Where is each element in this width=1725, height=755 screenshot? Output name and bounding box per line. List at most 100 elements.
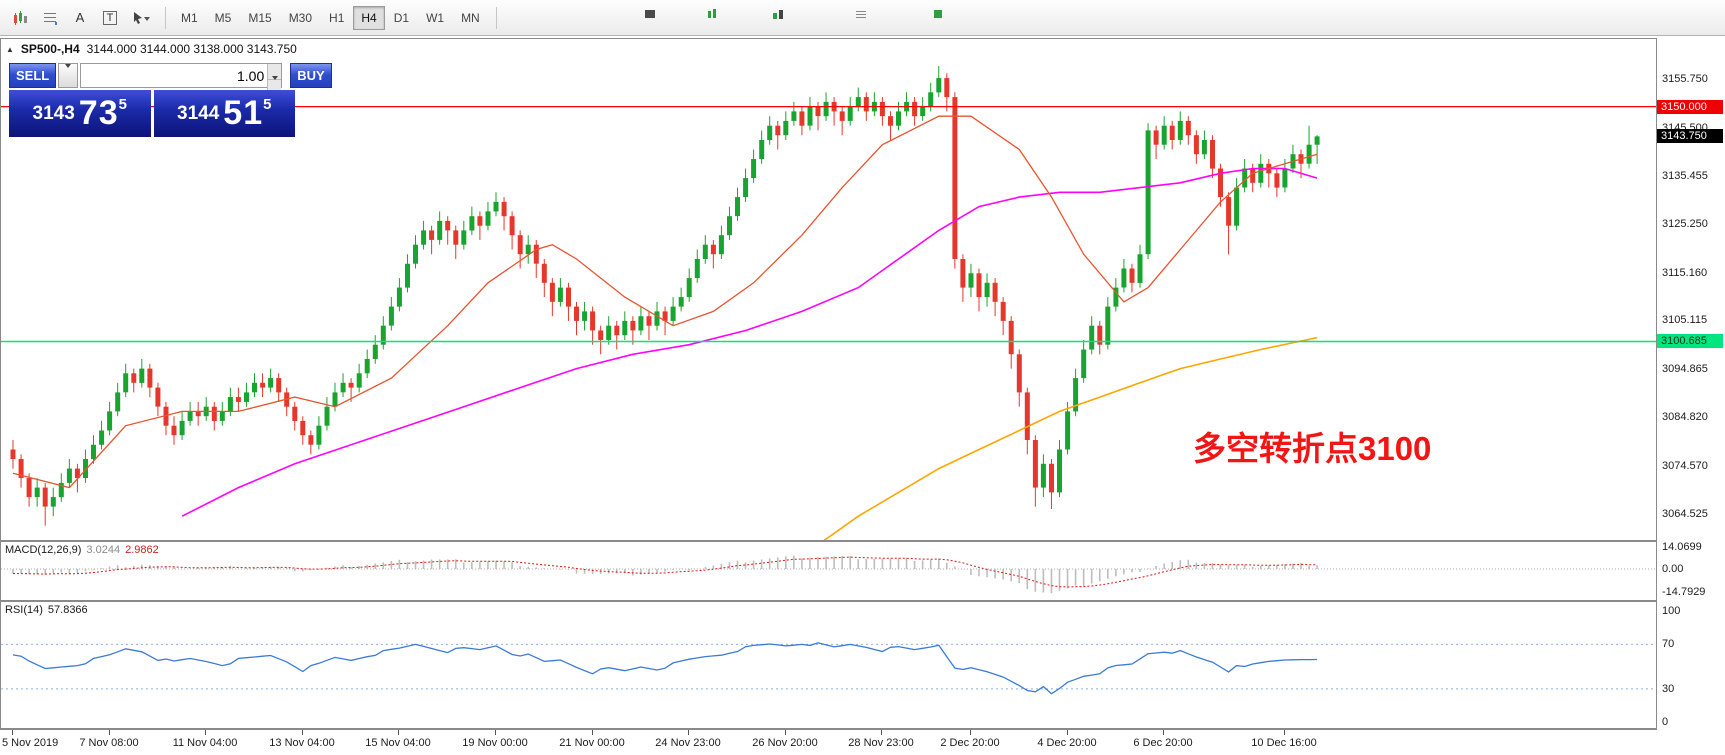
ask-pip-fraction: 5 [263,96,272,113]
time-axis[interactable]: 5 Nov 2019 7 Nov 08:00 11 Nov 04:00 13 Nov … [0,729,1657,755]
text-tool-icon[interactable]: T [96,5,124,31]
toolbar-separator [165,6,166,29]
candlestick-chart-canvas[interactable] [1,39,1656,540]
time-axis-label: 2 Dec 20:00 [940,737,1000,749]
extra-toolbar-icon-5[interactable] [928,5,948,23]
rsi-chart-canvas[interactable] [1,602,1656,728]
volume-input[interactable] [81,64,268,87]
time-axis-label: 6 Dec 20:00 [1133,737,1193,749]
macd-panel[interactable]: MACD(12,26,9) 3.0244 2.9862 [0,541,1657,601]
chart-header: ▲ SP500-,H4 3144.000 3144.000 3138.000 3… [6,42,297,56]
timeframe-group: M1 M5 M15 M30 H1 H4 D1 W1 MN [173,5,489,30]
timeframe-button-m30[interactable]: M30 [281,6,320,30]
grid-lines-icon[interactable] [36,5,64,31]
rsi-value: 57.8366 [47,604,88,616]
buy-button[interactable]: BUY [290,63,332,88]
timeframe-button-d1[interactable]: D1 [386,6,417,30]
time-axis-tick [109,730,110,735]
price-axis[interactable]: 3150.000 3143.750 3100.685 3155.750 3145.… [1657,39,1725,755]
extra-toolbar-icon-4[interactable] [851,5,871,23]
lines-glyph [44,12,57,25]
rsi-panel-resizer[interactable] [0,598,1657,602]
timeframe-button-w1[interactable]: W1 [418,6,452,30]
sell-button[interactable]: SELL [9,63,57,88]
time-axis-label: 15 Nov 04:00 [365,737,431,749]
time-axis-tick [205,730,206,735]
time-axis-tick [495,730,496,735]
chevron-down-icon [65,64,72,83]
price-axis-label: 3125.250 [1662,218,1708,230]
price-axis-label: 3105.115 [1662,314,1708,326]
macd-chart-canvas[interactable] [1,542,1656,600]
timeframe-button-m1[interactable]: M1 [173,6,206,30]
price-axis-label: 3074.570 [1662,460,1708,472]
time-axis-label: 7 Nov 08:00 [79,737,139,749]
toolbar: A T M1 M5 M15 M30 H1 H4 D1 W1 MN [0,0,1725,36]
rsi-axis-label: 70 [1662,638,1675,650]
macd-panel-resizer[interactable] [0,538,1657,542]
rsi-axis-label: 30 [1662,683,1675,695]
quote-display-row: 3143 73 5 3144 51 5 [9,90,295,137]
time-axis-tick [688,730,689,735]
macd-axis-label: -14.7929 [1662,586,1706,598]
macd-signal-value: 2.9862 [125,544,159,556]
ask-price-display[interactable]: 3144 51 5 [153,90,295,137]
price-axis-label: 3084.820 [1662,411,1708,423]
chart-workspace: ▲ SP500-,H4 3144.000 3144.000 3138.000 3… [0,36,1725,755]
extra-toolbar-icon-3[interactable] [768,5,788,23]
price-axis-label: 3064.525 [1662,508,1708,520]
toolbar-separator [495,6,497,29]
bid-price-display[interactable]: 3143 73 5 [9,90,151,137]
bid-points: 73 [78,94,119,132]
rsi-panel[interactable]: RSI(14) 57.8366 [0,601,1657,729]
main-chart-panel[interactable]: ▲ SP500-,H4 3144.000 3144.000 3138.000 3… [0,38,1657,541]
font-tool-label: A [75,10,85,25]
volume-field [80,63,283,95]
volume-stepper [267,64,282,95]
ask-big-figure: 3144 [177,102,220,124]
time-axis-tick [1067,730,1068,735]
macd-main-value: 3.0244 [86,544,121,556]
time-axis-tick [970,730,971,735]
price-axis-label: 3115.160 [1662,267,1708,279]
ask-points: 51 [223,94,264,132]
support-price-label: 3100.685 [1657,334,1723,348]
timeframe-button-mn[interactable]: MN [453,6,488,30]
time-axis-label: 10 Dec 16:00 [1251,737,1317,749]
volume-dropdown-button[interactable] [58,63,79,88]
chart-type-icon[interactable] [6,5,34,31]
time-axis-tick [1163,730,1164,735]
time-axis-label: 5 Nov 2019 [2,737,59,749]
time-axis-label: 26 Nov 20:00 [752,737,818,749]
time-axis-tick [785,730,786,735]
time-axis-tick [1284,730,1285,735]
macd-label: MACD(12,26,9) 3.0244 2.9862 [5,544,159,556]
time-axis-label: 28 Nov 23:00 [848,737,914,749]
rsi-label: RSI(14) 57.8366 [5,604,88,616]
resistance-price-label: 3150.000 [1657,100,1723,114]
price-axis-label: 3135.455 [1662,170,1708,182]
timeframe-button-m15[interactable]: M15 [240,6,279,30]
timeframe-button-h4[interactable]: H4 [353,5,385,30]
font-tool-icon[interactable]: A [66,5,94,31]
extra-toolbar-icon-1[interactable] [640,5,660,23]
time-axis-tick [592,730,593,735]
one-click-trading-panel: SELL BUY 3143 73 5 [9,63,332,137]
time-axis-label: 13 Nov 04:00 [269,737,335,749]
timeframe-button-m5[interactable]: M5 [207,6,240,30]
timeframe-button-h1[interactable]: H1 [321,6,352,30]
text-tool-label: T [102,10,118,25]
time-axis-label: 19 Nov 00:00 [462,737,528,749]
cursor-tool-icon[interactable] [126,5,156,31]
chart-annotation-text: 多空转折点3100 [1193,430,1432,467]
macd-axis-label: 14.0699 [1662,541,1702,553]
collapse-arrow-icon[interactable]: ▲ [6,44,14,54]
time-axis-label: 4 Dec 20:00 [1037,737,1097,749]
extra-toolbar-icon-2[interactable] [702,5,722,23]
volume-increase-button[interactable] [267,64,282,83]
trade-controls-row: SELL BUY [9,63,332,95]
current-price-label: 3143.750 [1657,129,1723,143]
time-axis-label: 24 Nov 23:00 [655,737,721,749]
time-axis-tick [398,730,399,735]
